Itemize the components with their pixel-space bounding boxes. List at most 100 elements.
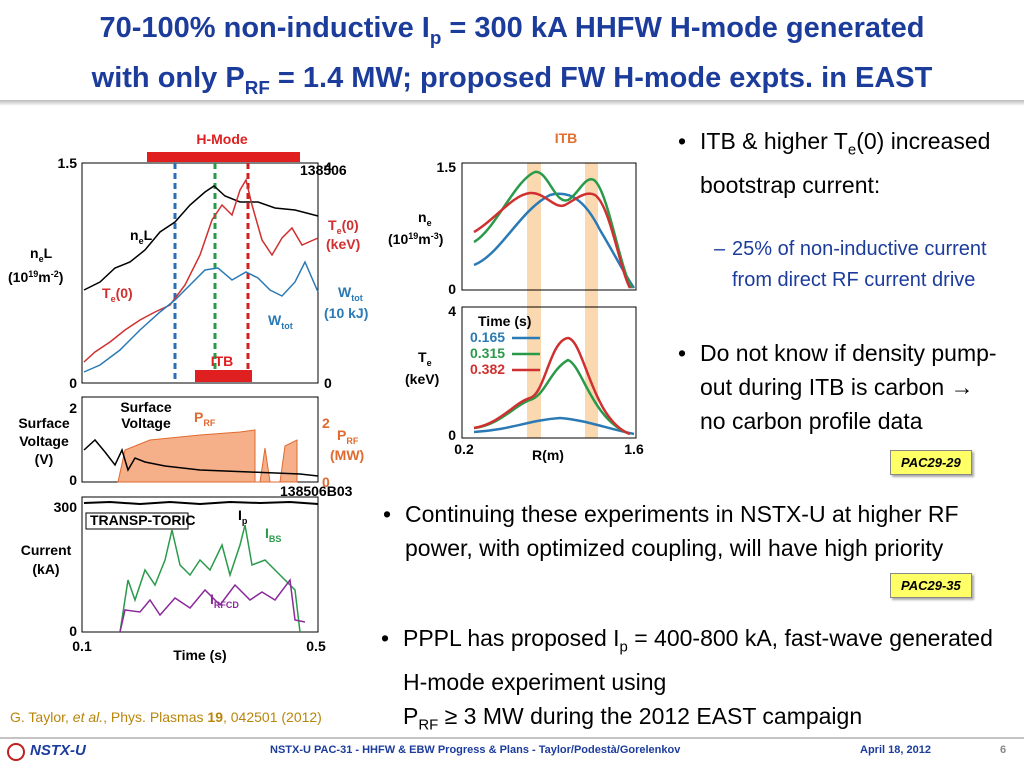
tick: 0.5 bbox=[306, 638, 326, 654]
text-part: T bbox=[102, 285, 111, 301]
text-part: ITB & higher T bbox=[700, 128, 848, 154]
label: ITB bbox=[555, 130, 578, 146]
text-part: -2 bbox=[51, 269, 59, 279]
text-part: Continuing these experiments in NSTX-U a… bbox=[405, 501, 959, 561]
text-part: (0) increased bootstrap current: bbox=[700, 128, 991, 198]
tick: 0 bbox=[448, 427, 456, 443]
axis-label: (V) bbox=[35, 451, 54, 467]
text-part: W bbox=[268, 312, 282, 328]
text-part: W bbox=[338, 284, 352, 300]
tick: 0 bbox=[448, 281, 456, 297]
axis-label: PRF bbox=[337, 427, 359, 446]
label: ITB bbox=[211, 353, 234, 369]
axis-label: Voltage bbox=[19, 433, 69, 449]
title-sub: RF bbox=[244, 76, 270, 98]
text-part: et al. bbox=[72, 709, 104, 725]
text-part: G. Taylor, bbox=[10, 709, 73, 725]
axis-label: Current bbox=[21, 542, 72, 558]
tick: 0 bbox=[69, 375, 77, 391]
label: neL bbox=[130, 227, 153, 246]
title-text: 70-100% non-inductive I bbox=[99, 12, 430, 44]
tick: 2 bbox=[322, 415, 330, 431]
legend-entry: 0.315 bbox=[470, 345, 505, 361]
label: IBS bbox=[265, 525, 281, 544]
label: Te(0) bbox=[102, 285, 133, 304]
text-part: I bbox=[210, 591, 214, 607]
label: Surface bbox=[120, 399, 172, 415]
citation: G. Taylor, et al., Phys. Plasmas 19, 042… bbox=[10, 709, 322, 725]
text-part: e bbox=[427, 218, 432, 228]
axis-label: (keV) bbox=[326, 236, 360, 252]
text-part: ) bbox=[439, 231, 444, 247]
text-part: (0) bbox=[342, 217, 359, 233]
text-part: tot bbox=[351, 293, 363, 303]
tick: 2 bbox=[69, 400, 77, 416]
label: 138506 bbox=[300, 162, 347, 178]
title-sub: p bbox=[429, 26, 442, 48]
trace bbox=[119, 578, 306, 633]
text-part: 25% of non-inductive current from direct… bbox=[732, 238, 987, 291]
bullet: • Continuing these experiments in NSTX-U … bbox=[383, 501, 959, 561]
axis-label: Time (s) bbox=[173, 647, 226, 663]
text-part: RF bbox=[203, 418, 215, 428]
tick: 0 bbox=[322, 474, 330, 490]
text-part: e bbox=[111, 294, 116, 304]
bullet: • ITB & higher Te(0) increased bootstrap … bbox=[678, 128, 991, 198]
text-part: , 042501 (2012) bbox=[222, 709, 322, 725]
axis-label: Wtot bbox=[338, 284, 363, 303]
sub-bullet: –25% of non-inductive current from direc… bbox=[714, 238, 987, 291]
text-part: m bbox=[418, 231, 430, 247]
text-part: 19 bbox=[28, 269, 38, 279]
label: PRF bbox=[194, 409, 216, 428]
text-part: m bbox=[38, 269, 50, 285]
tick: 4 bbox=[448, 303, 456, 319]
text-part: tot bbox=[281, 321, 293, 331]
label: Voltage bbox=[121, 415, 171, 431]
label: Ip bbox=[238, 507, 248, 526]
text-part: -3 bbox=[431, 231, 439, 241]
label: 138506B03 bbox=[280, 483, 353, 499]
trace bbox=[473, 358, 631, 436]
text-part: BS bbox=[269, 534, 282, 544]
footer-text: NSTX-U PAC-31 - HHFW & EBW Progress & Pl… bbox=[270, 744, 681, 756]
text-part: e bbox=[139, 236, 144, 246]
label-box bbox=[85, 512, 189, 530]
bullet: • Do not know if density pump-out during … bbox=[678, 340, 997, 434]
tick: 1.6 bbox=[624, 441, 644, 457]
tick: 300 bbox=[54, 499, 78, 515]
trace bbox=[83, 185, 319, 291]
axis-label: R(m) bbox=[532, 447, 564, 463]
trace bbox=[473, 192, 636, 289]
axis-label: (keV) bbox=[405, 371, 439, 387]
title-text: with only P bbox=[91, 61, 245, 94]
label: TRANSP-TORIC bbox=[90, 512, 196, 528]
trace bbox=[473, 191, 632, 289]
tick: 0 bbox=[69, 472, 77, 488]
text-part: RF bbox=[346, 436, 358, 446]
text-part: RF bbox=[418, 716, 439, 734]
text-part: P bbox=[337, 427, 346, 443]
title-text: = 300 kA HHFW H-mode generated bbox=[441, 12, 925, 44]
itb-bar bbox=[195, 370, 252, 382]
text-part: PPPL has proposed I bbox=[403, 625, 620, 651]
axis-label: (1019m-3) bbox=[388, 231, 443, 247]
panel bbox=[461, 306, 637, 439]
text-part: I bbox=[265, 525, 269, 541]
label: Wtot bbox=[268, 312, 293, 331]
trace bbox=[473, 336, 631, 436]
trace bbox=[83, 178, 319, 363]
trace bbox=[473, 170, 634, 289]
panel bbox=[81, 496, 319, 633]
legend-entry: 0.382 bbox=[470, 361, 505, 377]
tick: 0 bbox=[69, 623, 77, 639]
tag: PAC29-35 bbox=[890, 573, 972, 598]
tick: 1.5 bbox=[437, 159, 457, 175]
text-part: e bbox=[847, 141, 857, 159]
text-part: L bbox=[44, 245, 53, 261]
axis-label: Surface bbox=[18, 415, 70, 431]
page-number: 6 bbox=[1000, 744, 1007, 756]
legend-entry: 0.165 bbox=[470, 329, 505, 345]
hmode-bar bbox=[147, 152, 300, 162]
text-part: (10 bbox=[8, 269, 28, 285]
